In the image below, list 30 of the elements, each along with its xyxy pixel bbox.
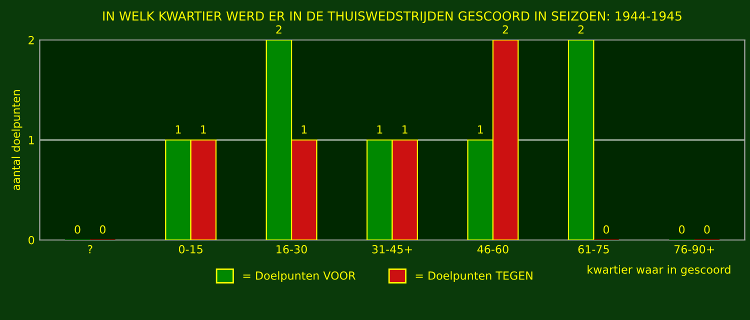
x-tick-label: ? <box>88 245 92 254</box>
x-tick-label: 31-45+ <box>372 245 412 254</box>
data-label: 0 <box>679 225 685 234</box>
data-label: 2 <box>578 25 584 34</box>
y-axis-title: aantal doelpunten <box>12 90 22 190</box>
x-tick-label: 61-75 <box>578 245 609 254</box>
y-tick-label: 0 <box>28 236 34 244</box>
data-label: 2 <box>502 25 508 34</box>
data-label: 1 <box>302 125 307 134</box>
data-label: 1 <box>402 125 408 134</box>
legend-label: = Doelpunten TEGEN <box>416 271 532 282</box>
y-tick-label: 2 <box>28 36 34 44</box>
x-tick-label: 46-60 <box>477 245 508 254</box>
data-label: 0 <box>603 225 610 234</box>
data-label: 1 <box>377 125 382 134</box>
data-label: 1 <box>176 125 181 134</box>
x-tick-label: 16-30 <box>276 245 307 254</box>
data-label: 0 <box>704 225 710 234</box>
chart-title: IN WELK KWARTIER WERD ER IN DE THUISWEDSTRIJDEN GESCOORD IN SEIZOEN: 1944-1945 <box>103 11 682 24</box>
data-label: 1 <box>201 125 206 134</box>
x-tick-label: 76-90+ <box>674 245 714 254</box>
data-label: 0 <box>100 225 106 234</box>
bar <box>568 40 594 240</box>
x-axis-title: kwartier waar in gescoord <box>588 265 730 276</box>
data-label: 2 <box>276 25 282 34</box>
x-tick-label: 0-15 <box>178 245 202 254</box>
data-label: 0 <box>74 225 80 234</box>
legend-label: = Doelpunten VOOR <box>243 271 356 282</box>
y-tick-label: 1 <box>29 136 34 144</box>
data-label: 1 <box>478 125 483 134</box>
